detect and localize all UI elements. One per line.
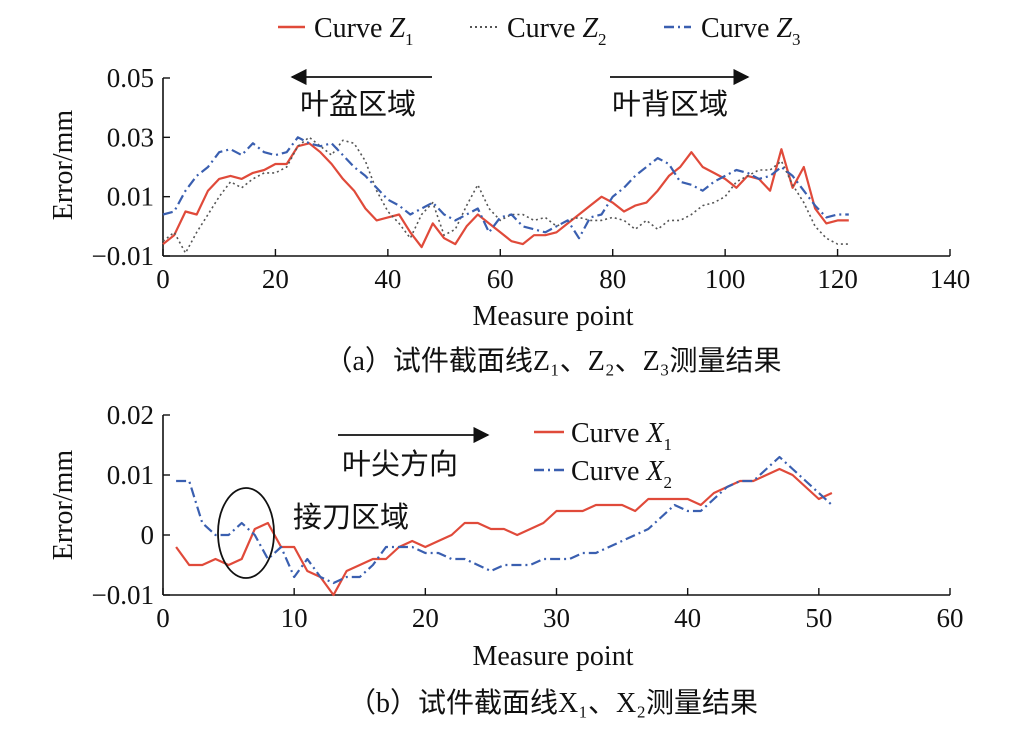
legend-label-z2: Curve Z2 xyxy=(507,13,607,49)
annotation-tip-direction: 叶尖方向 xyxy=(342,448,458,481)
x-tick-label: 0 xyxy=(156,603,170,633)
ellipse-annotation-marker xyxy=(217,487,275,579)
annotation-suction-side: 叶背区域 xyxy=(612,88,728,121)
x-tick-label: 140 xyxy=(930,264,971,294)
x-tick-label: 120 xyxy=(817,264,858,294)
x-tick-label: 60 xyxy=(487,264,514,294)
x-tick-label: 40 xyxy=(674,603,701,633)
legend-label-x2: Curve X2 xyxy=(571,456,672,492)
chart-a: Curve Z1 Curve Z2 Curve Z3 0 20 40 60 80 100 1… xyxy=(48,13,970,377)
ticks-a: 0 20 40 60 80 100 120 140 −0.01 0.01 0.03 0.05 xyxy=(92,63,971,294)
x-tick-label: 0 xyxy=(156,264,170,294)
y-tick-label: 0.03 xyxy=(107,122,154,152)
x-tick-label: 50 xyxy=(805,603,832,633)
series-line-z3 xyxy=(162,136,849,240)
series-line-x2 xyxy=(176,455,833,585)
x-tick-label: 30 xyxy=(543,603,570,633)
x-tick-label: 80 xyxy=(599,264,626,294)
y-tick-label: 0.02 xyxy=(107,400,154,430)
x-tick-label: 100 xyxy=(705,264,746,294)
x-tick-label: 40 xyxy=(374,264,401,294)
legend-label-x1: Curve X1 xyxy=(571,418,672,454)
legend-a: Curve Z1 Curve Z2 Curve Z3 xyxy=(278,13,801,49)
caption-b: （b）试件截面线X₁、X₂测量结果 xyxy=(348,687,758,719)
x-axis-title-b: Measure point xyxy=(473,641,634,672)
series-lines-b xyxy=(175,455,833,597)
x-axis-title-a: Measure point xyxy=(473,301,634,332)
caption-a: （a）试件截面线Z₁、Z₂、Z₃测量结果 xyxy=(324,345,781,377)
y-axis-title-a: Error/mm xyxy=(48,110,79,221)
legend-b: Curve X1 Curve X2 xyxy=(534,418,672,492)
y-tick-label: 0.01 xyxy=(107,182,154,212)
series-line-x1 xyxy=(175,467,833,597)
series-line-z2 xyxy=(162,136,849,254)
x-tick-label: 10 xyxy=(281,603,308,633)
x-tick-label: 20 xyxy=(262,264,289,294)
annotation-tool-joint: 接刀区域 xyxy=(293,501,409,534)
y-axis-title-b: Error/mm xyxy=(48,450,79,561)
y-tick-label: −0.01 xyxy=(92,580,154,610)
x-tick-label: 60 xyxy=(937,603,964,633)
y-tick-label: 0.01 xyxy=(107,460,154,490)
series-line-z1 xyxy=(162,142,849,249)
y-tick-label: 0.05 xyxy=(107,63,154,93)
legend-label-z3: Curve Z3 xyxy=(701,13,801,49)
legend-label-z1: Curve Z1 xyxy=(314,13,414,49)
x-tick-label: 20 xyxy=(412,603,439,633)
annotation-pressure-side: 叶盆区域 xyxy=(300,88,416,121)
series-lines-a xyxy=(162,136,849,254)
y-tick-label: −0.01 xyxy=(92,241,154,271)
y-tick-label: 0 xyxy=(141,520,155,550)
